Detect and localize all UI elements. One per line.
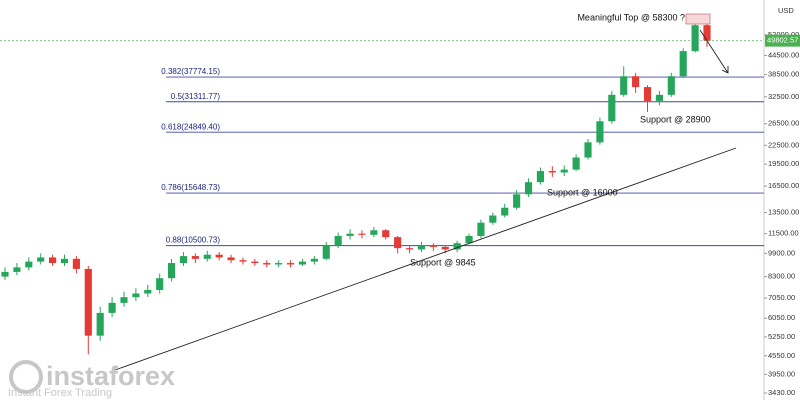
candle-body (156, 278, 164, 290)
candle-body (429, 245, 437, 247)
candle-body (584, 142, 592, 158)
annotation: Support @ 28900 (640, 114, 711, 124)
annotation: Support @ 16000 (547, 187, 618, 197)
candle-body (263, 263, 271, 265)
y-tick-label: 3950.00 (768, 369, 795, 378)
candle-body (120, 297, 128, 303)
candle-body (84, 268, 92, 336)
logo (9, 360, 43, 394)
y-tick-label: 9900.00 (768, 248, 795, 257)
fib-label: 0.88(10500.73) (166, 236, 221, 245)
brand: instaforex (46, 361, 175, 391)
candle-body (524, 182, 533, 195)
y-tick-label: 22500.00 (768, 140, 799, 149)
candle-body (417, 245, 426, 250)
candle-body (608, 94, 616, 122)
y-tick-label: 26500.00 (768, 119, 799, 128)
candle-body (596, 121, 604, 143)
fib-label: 0.5(31311.77) (171, 92, 221, 101)
candle-body (1, 271, 9, 277)
candle-body (227, 257, 235, 261)
candle-body (679, 51, 687, 77)
y-tick-label: 16500.00 (768, 181, 799, 190)
candle-body (560, 169, 568, 173)
watermark: instaforex Instant Forex Trading (8, 360, 175, 399)
candle-body (144, 289, 152, 294)
candle-body (322, 245, 330, 259)
candle-body (643, 87, 652, 101)
candle-body (477, 222, 485, 236)
candle-body (25, 261, 33, 268)
candle-body (536, 171, 544, 183)
candle-body (215, 254, 223, 258)
candle-body (667, 76, 675, 95)
y-tick-label: 38500.00 (768, 70, 799, 79)
candle-body (548, 171, 556, 173)
fib-label: 0.786(15648.73) (161, 183, 220, 192)
currency: USD (778, 6, 794, 15)
candle-body (96, 312, 104, 336)
last-price-box (765, 34, 800, 47)
y-tick-label: 6050.00 (768, 313, 795, 322)
fib-label: 0.382(37774.15) (161, 67, 220, 76)
candle-body (168, 263, 176, 279)
last-price-label: 49802.57 (767, 36, 798, 45)
candle-body (501, 207, 509, 216)
candle-body (334, 235, 342, 246)
candle-body (703, 25, 711, 41)
candle-body (346, 233, 354, 236)
candle-body (37, 257, 45, 262)
candle-body (132, 293, 140, 298)
candle-body (620, 76, 628, 95)
y-tick-label: 19500.00 (768, 159, 799, 168)
y-tick-label: 11500.00 (768, 229, 799, 238)
candle-body (49, 257, 57, 264)
candle-body (13, 267, 21, 272)
y-tick-label: 7050.00 (768, 293, 795, 302)
candle-body (453, 243, 461, 250)
candle-body (239, 260, 247, 262)
candle-body (60, 258, 69, 264)
y-tick-label: 5250.00 (768, 332, 795, 341)
candle-body (298, 261, 307, 265)
fib-label: 0.618(24849.40) (161, 122, 220, 131)
candle-body (441, 246, 449, 250)
candle-body (655, 94, 663, 101)
candle-body (72, 258, 80, 269)
candle-body (251, 261, 259, 264)
candle-body (286, 263, 295, 265)
annotation: Support @ 9845 (410, 257, 476, 267)
candle-body (382, 230, 390, 238)
candle-body (275, 263, 283, 265)
candle-body (203, 254, 211, 259)
candle-body (513, 194, 521, 208)
tagline: Instant Forex Trading (8, 387, 112, 399)
y-tick-label: 44500.00 (768, 50, 799, 59)
annotation: Meaningful Top @ 58300 ? (577, 12, 685, 22)
y-tick-label: 32500.00 (768, 92, 799, 101)
candle-body (191, 256, 199, 259)
candle-body (394, 237, 402, 249)
trend-line (114, 147, 737, 371)
candle-body (108, 302, 116, 313)
candle-body (370, 230, 378, 235)
candle-body (310, 258, 318, 262)
candle-body (179, 256, 188, 264)
top-zone (685, 13, 711, 25)
candle-body (358, 233, 366, 235)
y-tick-label: 8300.00 (768, 272, 795, 281)
forecast-arrow (699, 29, 729, 74)
y-tick-label: 52000.00 (768, 30, 799, 39)
candle-body (572, 157, 580, 170)
candle-body (632, 76, 640, 88)
y-tick-label: 3430.00 (768, 388, 795, 397)
candle-body (691, 25, 699, 52)
candle-body (489, 215, 497, 223)
y-tick-label: 4550.00 (768, 351, 795, 360)
y-tick-label: 13500.00 (768, 208, 799, 217)
candle-body (405, 248, 414, 250)
candle-body (465, 235, 473, 244)
